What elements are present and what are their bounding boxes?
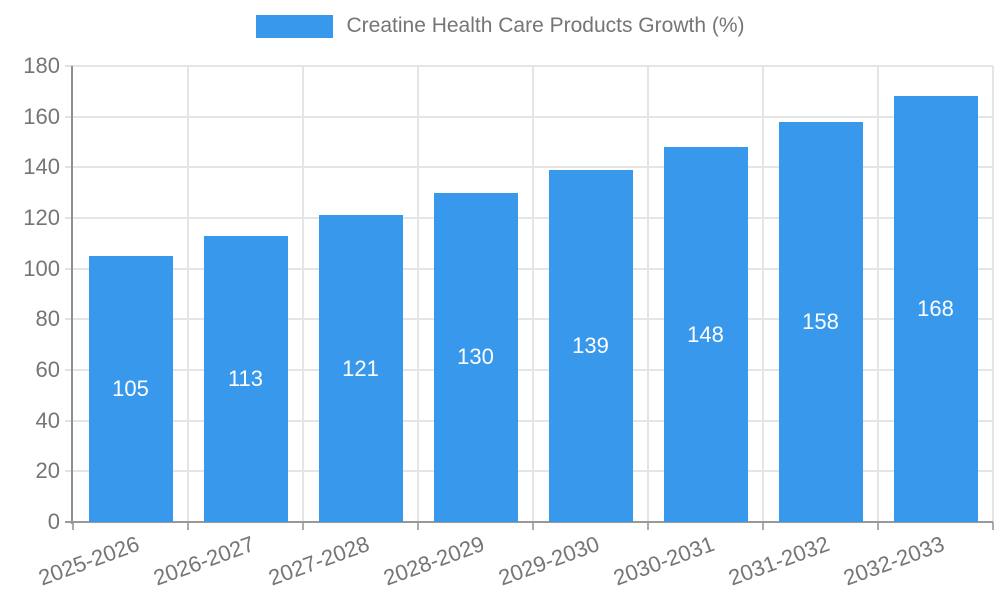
bar[interactable] <box>548 169 633 522</box>
bar[interactable] <box>893 96 978 522</box>
y-axis-tick-label: 140 <box>23 154 60 180</box>
y-axis-tick <box>65 318 73 321</box>
y-axis-line <box>71 66 73 524</box>
y-axis-tick-label: 180 <box>23 53 60 78</box>
y-axis-tick-label: 40 <box>35 407 60 433</box>
x-axis-tick <box>647 522 649 530</box>
x-axis-tick <box>992 522 994 530</box>
y-axis-tick <box>65 267 73 270</box>
bar[interactable] <box>778 121 863 522</box>
y-axis-tick <box>65 521 73 523</box>
bar[interactable] <box>318 215 403 522</box>
legend[interactable]: Creatine Health Care Products Growth (%) <box>0 14 1000 38</box>
y-axis-tick-label: 0 <box>47 509 60 534</box>
gridline-vertical <box>187 66 189 522</box>
bar-value-label: 105 <box>112 376 149 401</box>
y-axis-tick-label: 60 <box>35 357 60 382</box>
y-axis-tick-label: 20 <box>35 458 60 484</box>
gridline-vertical <box>532 66 534 522</box>
bar-value-label: 121 <box>342 355 379 381</box>
y-axis-tick <box>65 419 73 422</box>
bar-value-label: 130 <box>457 344 494 370</box>
bar-value-label: 148 <box>687 321 724 347</box>
gridline-vertical <box>417 66 419 522</box>
bar-value-label: 139 <box>572 332 609 358</box>
gridline-vertical <box>647 66 649 522</box>
y-axis-tick <box>65 115 73 118</box>
y-axis-tick-label: 100 <box>23 255 60 281</box>
bar[interactable] <box>203 235 288 522</box>
y-axis-tick <box>65 217 73 219</box>
x-axis-tick <box>302 522 304 530</box>
y-axis-tick <box>65 65 73 67</box>
gridline-vertical <box>302 66 304 522</box>
bar[interactable] <box>88 256 173 522</box>
y-axis-tick-label: 160 <box>23 103 60 129</box>
x-axis-tick <box>417 522 419 530</box>
legend-label: Creatine Health Care Products Growth (%) <box>346 14 745 37</box>
legend-swatch <box>255 14 333 38</box>
x-axis-tick <box>72 522 74 530</box>
gridline-vertical <box>992 66 994 522</box>
x-axis-line <box>71 521 993 523</box>
y-axis-tick <box>65 166 73 169</box>
x-axis-tick <box>532 522 534 530</box>
bar-value-label: 113 <box>227 365 264 391</box>
y-axis-tick-label: 80 <box>35 306 60 332</box>
y-axis-tick <box>65 470 73 473</box>
y-axis-tick-label: 120 <box>23 205 60 230</box>
x-axis-tick <box>762 522 764 530</box>
bar[interactable] <box>433 192 518 522</box>
y-axis-tick <box>65 369 73 371</box>
bar-value-label: 158 <box>802 308 839 334</box>
gridline-vertical <box>762 66 764 522</box>
bar[interactable] <box>663 147 748 522</box>
x-axis-tick <box>187 522 189 530</box>
gridline-vertical <box>877 66 879 522</box>
x-axis-tick <box>877 522 879 530</box>
bar-value-label: 168 <box>917 296 954 322</box>
